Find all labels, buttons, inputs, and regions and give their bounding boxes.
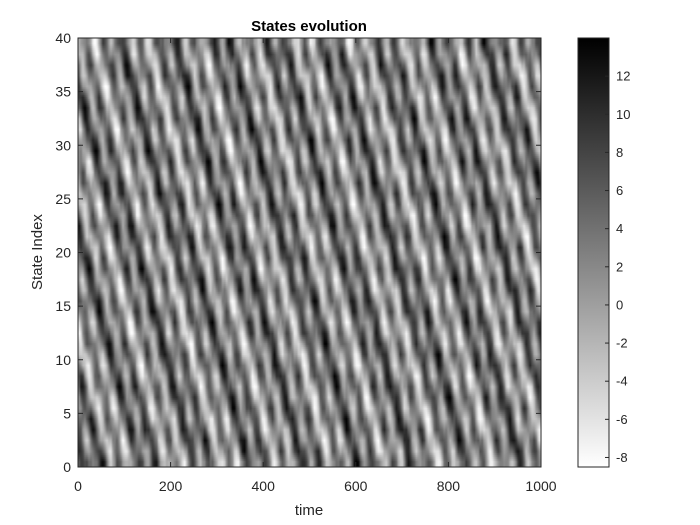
x-tick-label: 200 — [159, 478, 183, 494]
colorbar-tick-label: 12 — [616, 69, 630, 84]
y-axis-label: State Index — [29, 214, 46, 290]
colorbar-tick-label: 10 — [616, 107, 630, 122]
colorbar-tick-label: -2 — [616, 336, 628, 351]
y-tick-label: 0 — [63, 459, 71, 475]
y-tick-label: 15 — [55, 298, 71, 314]
y-tick-label: 10 — [55, 352, 71, 368]
y-tick-label: 5 — [63, 405, 71, 421]
colorbar-tick-label: 8 — [616, 145, 623, 160]
colorbar-tick-label: 4 — [616, 221, 623, 236]
colorbar-tick-label: 0 — [616, 297, 623, 312]
y-axis-ticks: 0 5 10 15 20 25 30 35 40 — [55, 30, 541, 475]
colorbar-tick-label: -4 — [616, 374, 628, 389]
x-tick-label: 400 — [252, 478, 276, 494]
y-tick-label: 20 — [55, 245, 71, 261]
x-tick-label: 0 — [74, 478, 82, 494]
y-tick-label: 25 — [55, 191, 71, 207]
x-tick-label: 800 — [437, 478, 461, 494]
y-tick-label: 30 — [55, 137, 71, 153]
colorbar-ticks: -8 -6 -4 -2 0 2 4 6 8 10 12 — [605, 69, 630, 465]
x-axis-label: time — [295, 502, 323, 519]
x-axis-ticks: 0 200 400 600 800 1000 — [74, 38, 557, 494]
x-tick-label: 1000 — [525, 478, 556, 494]
colorbar — [577, 37, 610, 468]
y-tick-label: 35 — [55, 84, 71, 100]
colorbar-tick-label: -8 — [616, 450, 628, 465]
colorbar-tick-label: 6 — [616, 183, 623, 198]
chart-title: States evolution — [251, 18, 367, 35]
colorbar-tick-label: 2 — [616, 259, 623, 274]
heatmap-image — [78, 38, 541, 467]
x-tick-label: 600 — [344, 478, 368, 494]
colorbar-tick-label: -6 — [616, 412, 628, 427]
heatmap-cells — [78, 38, 541, 467]
y-tick-label: 40 — [55, 30, 71, 46]
